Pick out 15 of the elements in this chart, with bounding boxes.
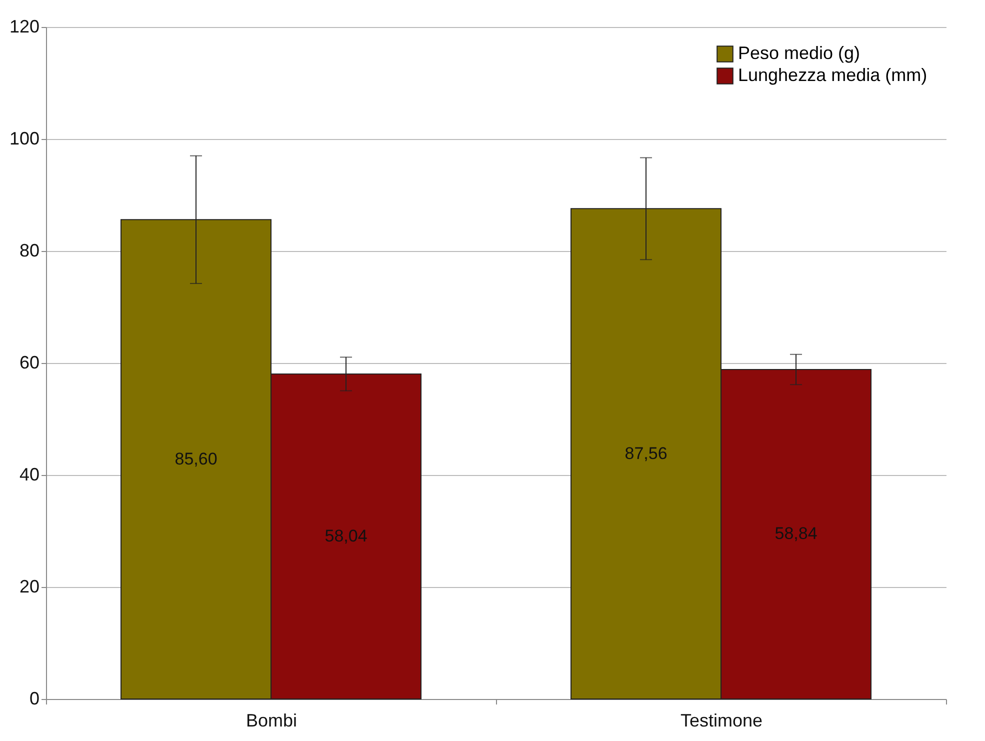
y-tick-label: 100 xyxy=(9,128,40,148)
y-tick-label: 0 xyxy=(29,688,40,708)
y-tick-label: 120 xyxy=(9,16,40,36)
y-tick-label: 60 xyxy=(19,352,40,372)
data-label: 85,60 xyxy=(174,449,218,468)
x-tick-label: Bombi xyxy=(246,710,298,730)
legend-label: Peso medio (g) xyxy=(738,43,860,63)
data-label: 58,04 xyxy=(324,526,368,546)
legend-label: Lunghezza media (mm) xyxy=(738,65,928,85)
data-label: 87,56 xyxy=(624,444,668,463)
x-tick-label: Testimone xyxy=(680,710,763,730)
y-tick-label: 80 xyxy=(19,240,40,260)
data-label: 58,84 xyxy=(774,524,818,544)
y-tick-label: 20 xyxy=(19,576,40,596)
y-tick-label: 40 xyxy=(19,464,40,484)
